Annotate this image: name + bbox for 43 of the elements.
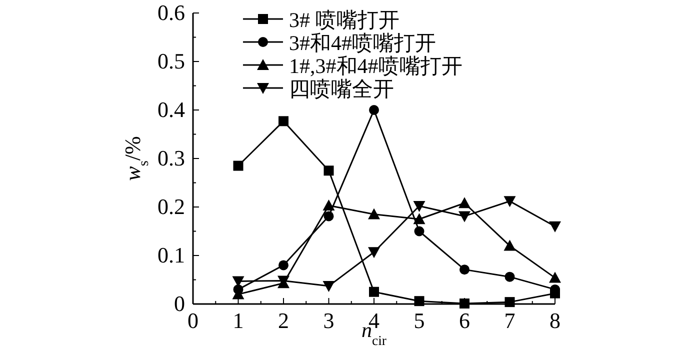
point bbox=[504, 196, 516, 208]
point bbox=[233, 160, 244, 171]
point bbox=[324, 166, 334, 176]
y-tick-label: 0.2 bbox=[158, 194, 185, 219]
point bbox=[322, 200, 335, 211]
point bbox=[549, 221, 561, 232]
x-tick-label: 3 bbox=[323, 308, 334, 333]
point bbox=[369, 286, 379, 297]
legend-label: 1#,3#和4#喷嘴打开 bbox=[289, 54, 462, 78]
point bbox=[368, 208, 380, 220]
point bbox=[413, 201, 426, 212]
point bbox=[549, 272, 561, 283]
point bbox=[278, 260, 288, 270]
y-tick-label: 0.1 bbox=[158, 242, 185, 268]
y-tick-label: 0 bbox=[174, 291, 185, 316]
point bbox=[504, 272, 515, 282]
legend-label: 3#和4#喷嘴打开 bbox=[289, 31, 436, 55]
y-tick-label: 0.5 bbox=[158, 48, 185, 74]
x-tick-label: 6 bbox=[459, 308, 470, 333]
y-tick-label: 0.6 bbox=[158, 0, 185, 25]
point bbox=[458, 211, 470, 222]
point bbox=[369, 105, 379, 115]
x-tick-label: 7 bbox=[504, 308, 516, 333]
y-tick-label: 0.4 bbox=[158, 97, 185, 122]
point bbox=[368, 247, 380, 258]
x-tick-label: 8 bbox=[550, 308, 560, 333]
legend-label: 3# 喷嘴打开 bbox=[289, 8, 400, 32]
legend-label: 四喷嘴全开 bbox=[289, 77, 394, 101]
point bbox=[504, 297, 515, 308]
point bbox=[322, 281, 335, 292]
x-tick-label: 5 bbox=[414, 308, 425, 333]
point bbox=[460, 264, 470, 275]
point bbox=[460, 298, 470, 309]
point bbox=[504, 240, 516, 251]
point bbox=[278, 116, 288, 126]
point bbox=[324, 211, 334, 222]
point bbox=[413, 213, 426, 224]
point bbox=[458, 197, 470, 208]
point bbox=[414, 296, 424, 306]
x-tick-label: 2 bbox=[278, 308, 289, 333]
x-tick-label: 1 bbox=[232, 308, 244, 333]
y-tick-label: 0.3 bbox=[158, 146, 185, 170]
point bbox=[414, 226, 424, 236]
